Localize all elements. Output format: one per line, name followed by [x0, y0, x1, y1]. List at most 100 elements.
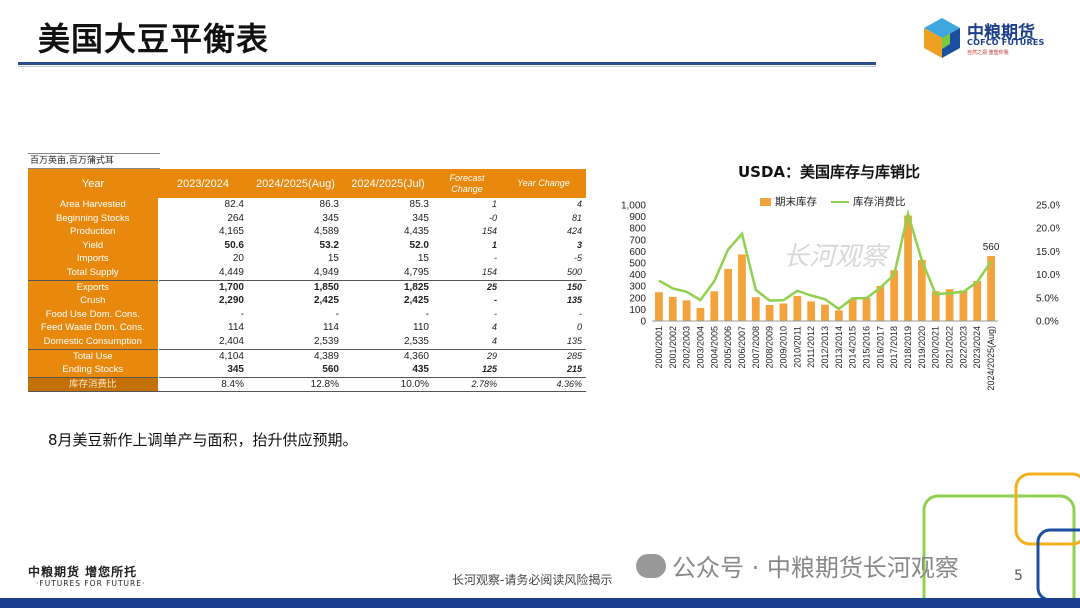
legend-label: 期末库存 — [775, 196, 817, 208]
footer-disclaimer: 长河观察-请务必阅读风险揭示 — [452, 573, 613, 587]
table-cell: 82.4 — [224, 199, 244, 210]
table-cell: 2,290 — [218, 295, 244, 307]
x-tick-label: 2007/2008 — [751, 326, 761, 369]
y-tick-label: 500 — [629, 259, 646, 270]
chart-watermark: 长河观察 — [783, 242, 891, 272]
y-tick-label: 900 — [629, 212, 646, 223]
x-tick-label: 2013/2014 — [834, 326, 844, 369]
table-cell: 52.0 — [409, 239, 429, 251]
table-cell: 345 — [227, 364, 244, 376]
table-cell: 86.3 — [319, 199, 339, 210]
table-row: Area Harvested 82.4 86.3 85.3 1 4 — [28, 198, 586, 212]
legend-item-ratio: 库存消费比 — [831, 194, 906, 209]
x-tick-label: 2024/2025(Aug) — [986, 326, 996, 391]
table-cell: 50.6 — [224, 239, 244, 251]
balance-table: 百万英亩,百万蒲式耳 Year 2023/2024 2024/2025(Aug)… — [28, 153, 586, 393]
stock-bar — [848, 298, 857, 321]
y-tick-label: 600 — [629, 247, 646, 258]
table-cell: 25 — [433, 279, 501, 295]
legend-label: 库存消费比 — [853, 196, 906, 208]
table-row: Total Supply 4,449 4,949 4,795 154 500 — [28, 265, 586, 281]
x-tick-label: 2015/2016 — [862, 326, 872, 369]
table-cell: 29 — [433, 348, 501, 364]
stock-bar — [779, 303, 788, 321]
table-cell: 2,425 — [403, 295, 429, 307]
y2-tick-label: 5.0% — [1036, 293, 1059, 304]
x-tick-label: 2012/2013 — [820, 326, 830, 369]
stock-bar — [918, 260, 926, 321]
row-label: Beginning Stocks — [28, 211, 159, 226]
table-cell: 20 — [232, 253, 244, 265]
caption-text: 8月美豆新作上调单产与面积，抬升供应预期。 — [48, 431, 358, 449]
legend-item-stocks: 期末库存 — [760, 194, 817, 209]
table-cell: 10.0% — [343, 376, 433, 393]
header-col: 2024/2025(Jul) — [343, 169, 433, 198]
stock-bar — [945, 289, 954, 321]
table-cell: 3 — [576, 239, 582, 250]
table-cell: 2,539 — [313, 335, 339, 347]
table-row: Total Use 4,104 4,389 4,360 29 285 — [28, 348, 586, 364]
header-year-change: Year Change — [501, 169, 586, 198]
logo-sub: 自然之源 重塑你我 — [967, 50, 1009, 56]
table-cell: 435 — [412, 364, 429, 376]
x-tick-label: 2003/2004 — [695, 326, 705, 369]
y-tick-label: 300 — [629, 282, 646, 293]
y2-tick-label: 15.0% — [1036, 247, 1060, 258]
legend-line-swatch — [831, 200, 849, 203]
stock-bar — [821, 304, 829, 321]
title-rule — [18, 62, 876, 65]
x-tick-label: 2010/2011 — [792, 326, 802, 368]
table-cell: - — [494, 308, 497, 319]
table-cell: 2.78% — [433, 376, 501, 393]
table-cell: 114 — [228, 322, 244, 334]
table-cell: 15 — [327, 253, 339, 265]
table-cell: - — [494, 253, 497, 264]
table-cell: 154 — [481, 226, 497, 237]
cofco-logo: 中粮期货 COFCO FUTURES 自然之源 重塑你我 — [920, 16, 1060, 60]
row-label: Production — [28, 225, 159, 239]
table-cell: 154 — [481, 266, 497, 277]
table-cell: 85.3 — [409, 199, 429, 210]
table-cell: 4,360 — [343, 348, 433, 364]
y2-tick-label: 25.0% — [1036, 201, 1060, 212]
y-tick-label: 800 — [629, 224, 646, 235]
stock-bar — [668, 296, 677, 321]
row-label: Total Supply — [28, 265, 159, 281]
table-cell: 135 — [566, 335, 582, 346]
stock-bar — [807, 301, 816, 321]
stock-bar — [931, 291, 940, 321]
stock-bar — [834, 310, 843, 321]
y-tick-label: 700 — [629, 235, 646, 246]
y2-tick-label: 20.0% — [1036, 224, 1060, 235]
x-tick-label: 2023/2024 — [972, 326, 982, 369]
table-cell: -5 — [573, 253, 582, 264]
stock-bar — [904, 215, 912, 321]
table-cell: 114 — [323, 322, 339, 334]
table-cell: 215 — [566, 364, 582, 375]
stock-bar — [876, 285, 885, 321]
x-tick-label: 2018/2019 — [903, 326, 913, 369]
table-cell: 4 — [491, 322, 497, 333]
x-tick-label: 2021/2022 — [945, 326, 955, 369]
table-cell: 560 — [322, 364, 339, 376]
row-label: 库存消费比 — [28, 376, 159, 393]
table-cell: 4 — [491, 335, 497, 346]
x-tick-label: 2011/2012 — [806, 326, 816, 368]
y-tick-label: 100 — [629, 305, 646, 316]
stock-bar — [890, 270, 899, 321]
x-tick-label: 2016/2017 — [875, 326, 885, 369]
table-cell: 4,449 — [218, 266, 244, 278]
table-cell: 110 — [413, 322, 429, 334]
stock-bar — [738, 254, 746, 321]
row-label: Total Use — [28, 348, 159, 364]
table-cell: - — [494, 295, 497, 306]
table-cell: 81 — [571, 212, 582, 223]
stock-bar — [710, 291, 719, 321]
table-cell: 1,825 — [343, 279, 433, 295]
ratio-line — [658, 208, 993, 311]
stock-bar — [724, 268, 732, 321]
table-cell: 1,850 — [248, 279, 343, 295]
cofco-cube-icon — [924, 18, 960, 58]
table-cell: 1,700 — [158, 279, 248, 295]
